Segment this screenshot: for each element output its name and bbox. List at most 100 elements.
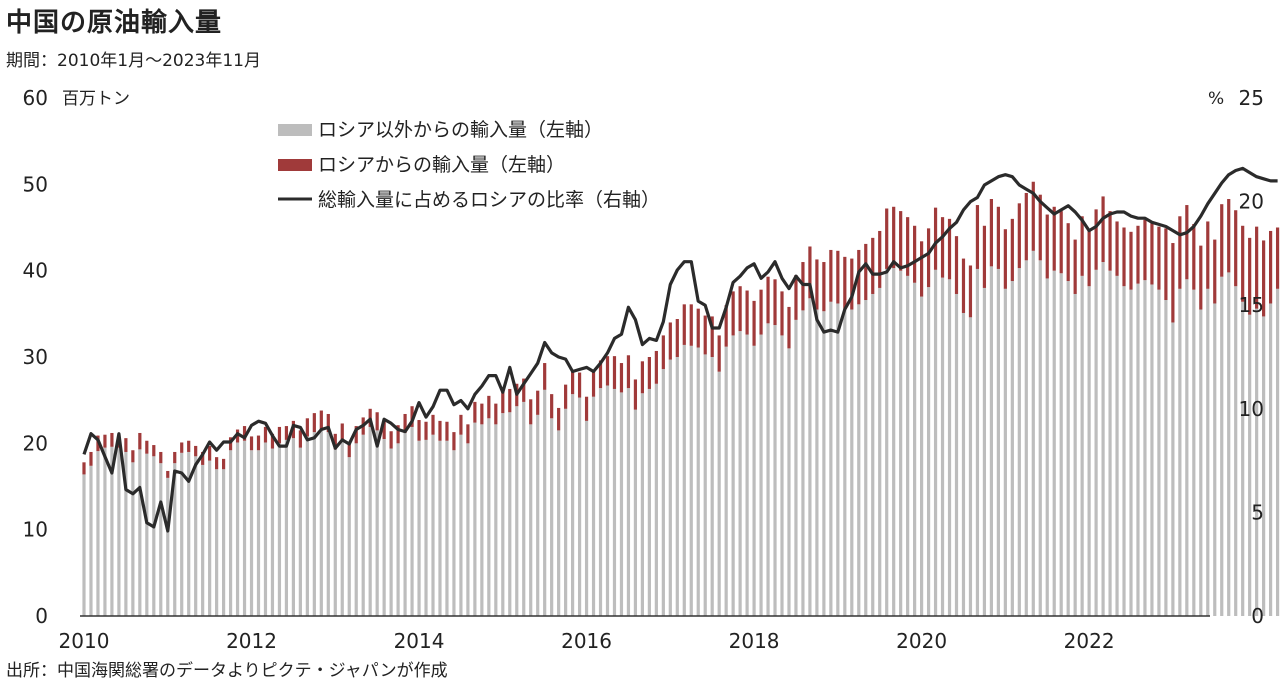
bar-russia [871,237,875,294]
bar-other [1087,286,1091,616]
bar-other [487,418,491,616]
bar-russia [724,305,728,347]
bar-russia [968,265,973,318]
bar-other [410,426,414,616]
bar-russia [584,396,589,421]
bar-russia [947,218,952,280]
bar-russia [403,413,407,433]
bar-russia [208,445,212,461]
bar-russia [277,426,282,444]
bar-other [1150,284,1154,616]
bar-other [808,298,812,616]
bar-other [340,440,344,616]
bar-russia [961,258,966,313]
bar-russia [836,250,840,304]
bar-other [1080,275,1084,616]
left-axis-unit: 百万トン [62,89,130,109]
bar-russia [1024,192,1028,261]
bar-other [731,335,735,616]
bar-other [333,449,337,616]
bar-other [543,389,547,616]
bar-russia [145,440,149,454]
left-tick-label: 30 [23,345,48,369]
bar-russia [1045,214,1049,279]
legend-label-ratio: 総輸入量に占めるロシアの比率（右軸） [318,189,660,211]
bar-russia [885,208,889,269]
bar-other [452,450,456,616]
bar-other [1213,303,1217,616]
bar-other [647,388,651,616]
bar-russia [864,243,868,301]
bar-other [584,420,589,616]
bar-other [906,275,910,616]
bar-russia [1150,222,1154,285]
bar-russia [473,401,477,423]
bar-other [738,331,742,616]
bar-russia [975,205,980,269]
bar-other [417,440,421,616]
bar-russia [1038,194,1042,261]
bar-other [703,354,707,616]
bar-other [480,424,484,616]
bar-russia [438,420,442,441]
bar-other [899,270,903,616]
bar-other [1101,262,1105,616]
bar-russia [731,291,735,336]
bar-other [1164,300,1168,616]
right-tick-label: 5 [1251,500,1264,524]
bar-other [787,348,791,616]
bar-russia [89,451,93,466]
bar-other [1143,280,1147,616]
bar-other [228,450,233,616]
bar-layer [82,181,1280,616]
bar-other [382,439,386,616]
bar-other [187,451,191,616]
bar-russia [1031,181,1035,251]
bar-other [1269,303,1273,616]
bar-russia [263,426,268,443]
bar-russia [1199,245,1203,310]
bar-other [836,303,840,616]
x-axis-ticks: 2010 2012 2014 2016 2018 2020 2022 [59,629,1115,653]
bar-russia [249,436,254,451]
bar-russia [1101,196,1105,263]
bar-other [913,282,917,616]
bar-other [829,301,833,616]
bar-russia [640,361,644,394]
bar-other [375,430,379,616]
bar-other [89,465,93,616]
left-tick-label: 60 [23,86,48,110]
bar-russia [1157,226,1161,290]
bar-other [1003,288,1007,616]
bar-other [1017,268,1021,616]
bar-russia [152,445,156,457]
bar-other [564,408,568,616]
bar-russia [1087,229,1091,287]
bar-russia [1143,219,1147,281]
bar-other [1010,281,1014,616]
bar-other [822,311,826,616]
bar-other [82,474,86,616]
bar-russia [480,403,484,425]
bar-other [529,424,533,616]
bar-other [326,432,330,616]
bar-russia [703,315,707,355]
bar-russia [940,217,945,278]
bar-other [571,394,575,616]
bar-russia [745,290,749,335]
bar-russia [794,274,798,320]
bar-other [298,447,302,616]
bar-other [138,449,142,616]
bar-other [933,269,938,616]
bar-russia [131,450,135,463]
bar-other [954,293,959,616]
bar-russia [1275,227,1280,289]
bar-other [640,393,644,616]
x-tick-label: 2010 [59,629,110,653]
bar-russia [410,406,414,427]
bar-other [961,312,966,616]
bar-other [780,335,784,616]
bar-other [1275,288,1280,616]
bar-russia [222,458,226,470]
